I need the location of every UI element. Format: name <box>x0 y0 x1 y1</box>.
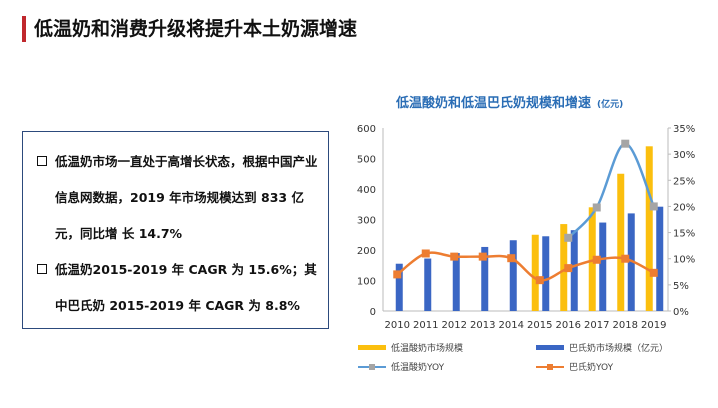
y2-tick-label: 5% <box>673 281 689 292</box>
bar-yogurt <box>617 173 625 311</box>
marker-yogurt-yoy <box>592 203 601 212</box>
bar-pasteurized <box>509 240 517 311</box>
bar-pasteurized <box>542 236 550 311</box>
legend-swatch <box>536 363 564 370</box>
y-tick-label: 500 <box>357 155 376 166</box>
marker-pasteurized-yoy <box>564 264 573 273</box>
legend-item-2: 低温酸奶YOY <box>358 360 444 373</box>
marker-yogurt-yoy <box>564 233 573 242</box>
legend-item-1: 巴氏奶市场规模（亿元） <box>536 341 668 354</box>
bar-yogurt <box>560 224 568 311</box>
marker-pasteurized-yoy <box>621 254 630 263</box>
legend-swatch <box>358 363 386 370</box>
legend-label: 低温酸奶市场规模 <box>391 344 464 354</box>
x-tick-label: 2011 <box>413 320 438 331</box>
bullet-paragraph-2: 低温奶2015-2019 年 CAGR 为 15.6%；其中巴氏奶 2015-2… <box>37 252 318 324</box>
legend-item-3: 巴氏奶YOY <box>536 360 613 373</box>
marker-yogurt-yoy <box>649 202 658 211</box>
chart-title-text: 低温酸奶和低温巴氏奶规模和增速 <box>396 96 592 111</box>
marker-pasteurized-yoy <box>649 268 658 277</box>
y-tick-label: 600 <box>357 124 376 135</box>
bar-pasteurized <box>481 246 489 311</box>
paragraph-text: 低温奶市场一直处于高增长状态，根据中国产业信息网数据，2019 年市场规模达到 … <box>55 154 318 241</box>
title-accent-bar <box>22 16 26 42</box>
line-pasteurized-yoy <box>396 251 655 282</box>
x-tick-label: 2014 <box>499 320 524 331</box>
page-title: 低温奶和消费升级将提升本土奶源增速 <box>34 18 358 40</box>
summary-box: 低温奶市场一直处于高增长状态，根据中国产业信息网数据，2019 年市场规模达到 … <box>22 131 329 329</box>
y2-tick-label: 0% <box>673 307 689 318</box>
legend-label: 低温酸奶YOY <box>391 363 445 373</box>
bar-pasteurized <box>424 258 432 311</box>
chart-title: 低温酸奶和低温巴氏奶规模和增速 (亿元) <box>396 92 623 111</box>
bar-yogurt <box>645 146 653 311</box>
x-tick-label: 2017 <box>584 320 609 331</box>
marker-pasteurized-yoy <box>478 252 487 261</box>
x-tick-label: 2015 <box>527 320 552 331</box>
y2-tick-label: 10% <box>673 255 695 266</box>
y-tick-label: 200 <box>357 246 376 257</box>
paragraph-text: 低温奶2015-2019 年 CAGR 为 15.6%；其中巴氏奶 2015-2… <box>55 262 317 313</box>
chart-unit: (亿元) <box>597 100 624 110</box>
x-tick-label: 2019 <box>641 320 666 331</box>
y-tick-label: 300 <box>357 216 376 227</box>
y-tick-label: 400 <box>357 185 376 196</box>
bar-pasteurized <box>656 206 664 311</box>
legend-label: 巴氏奶YOY <box>569 363 614 373</box>
bar-pasteurized <box>395 263 403 311</box>
y-tick-label: 0 <box>370 307 376 318</box>
square-bullet-icon <box>37 156 47 166</box>
legend-item-0: 低温酸奶市场规模 <box>358 341 463 354</box>
marker-pasteurized-yoy <box>507 254 516 263</box>
bar-pasteurized <box>570 230 578 311</box>
bar-yogurt <box>588 207 596 311</box>
x-tick-label: 2018 <box>613 320 638 331</box>
marker-pasteurized-yoy <box>535 276 544 285</box>
bar-pasteurized <box>627 213 635 311</box>
y2-tick-label: 25% <box>673 176 695 187</box>
bullet-paragraph-1: 低温奶市场一直处于高增长状态，根据中国产业信息网数据，2019 年市场规模达到 … <box>37 144 318 252</box>
legend-label: 巴氏奶市场规模（亿元） <box>569 344 669 354</box>
x-tick-label: 2013 <box>470 320 495 331</box>
square-bullet-icon <box>37 264 47 274</box>
marker-yogurt-yoy <box>621 139 630 148</box>
y2-tick-label: 20% <box>673 202 695 213</box>
marker-pasteurized-yoy <box>393 270 402 279</box>
bar-pasteurized <box>599 222 607 311</box>
bar-yogurt <box>531 234 539 311</box>
y-tick-label: 100 <box>357 277 376 288</box>
marker-pasteurized-yoy <box>421 249 430 258</box>
marker-pasteurized-yoy <box>592 255 601 264</box>
legend-swatch <box>358 345 386 350</box>
legend-swatch <box>536 345 564 350</box>
x-tick-label: 2016 <box>556 320 581 331</box>
y2-tick-label: 35% <box>673 124 695 135</box>
line-yogurt-yoy <box>567 142 655 239</box>
marker-pasteurized-yoy <box>450 252 459 261</box>
bar-pasteurized <box>452 253 460 311</box>
y2-tick-label: 15% <box>673 229 695 240</box>
x-tick-label: 2010 <box>385 320 410 331</box>
y2-tick-label: 30% <box>673 150 695 161</box>
x-tick-label: 2012 <box>442 320 467 331</box>
